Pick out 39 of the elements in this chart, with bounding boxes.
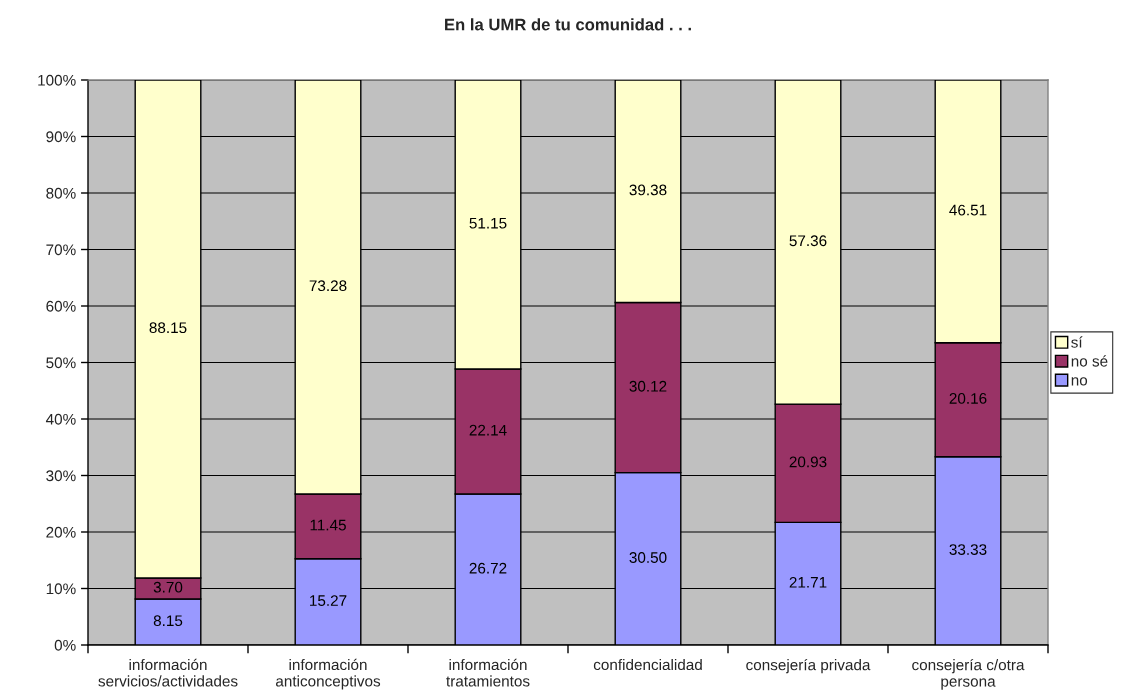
y-tick-label: 20% xyxy=(46,526,76,538)
y-tick-label: 70% xyxy=(46,244,76,256)
data-label: 46.51 xyxy=(949,204,987,216)
y-tick-label: 90% xyxy=(46,131,76,143)
legend-label: no sé xyxy=(1071,355,1108,367)
legend-label: no xyxy=(1071,377,1088,386)
data-label: 26.72 xyxy=(469,562,507,574)
y-tick-label: 40% xyxy=(45,413,76,425)
y-tick-label: 30% xyxy=(46,470,76,482)
data-label: 57.36 xyxy=(789,235,827,247)
x-tick-label: información anticonceptivos xyxy=(276,658,381,690)
y-tick-label: 100% xyxy=(38,74,76,86)
data-label: 30.50 xyxy=(629,552,667,563)
y-tick-label: 10% xyxy=(46,583,76,595)
data-label: 51.15 xyxy=(469,217,507,229)
x-tick-label: consejería c/otra persona xyxy=(912,658,1025,690)
data-label: 15.27 xyxy=(310,595,347,606)
data-label: 22.14 xyxy=(469,424,507,436)
data-label: 3.70 xyxy=(153,581,183,593)
y-tick-label: 50% xyxy=(46,357,76,369)
data-label: 11.45 xyxy=(310,519,346,531)
data-label: 30.12 xyxy=(629,380,667,392)
y-tick-label: 0% xyxy=(54,639,76,651)
data-label: 8.15 xyxy=(153,615,183,627)
data-label: 20.16 xyxy=(949,393,987,404)
data-label: 33.33 xyxy=(949,544,987,555)
data-label: 39.38 xyxy=(629,184,667,196)
data-label: 21.71 xyxy=(789,576,827,588)
x-tick-label: consejería privada xyxy=(746,658,871,674)
chart-title: En la UMR de tu comunidad . . . xyxy=(445,18,691,31)
x-tick-label: información tratamientos xyxy=(446,658,530,687)
legend-label: sí xyxy=(1071,336,1083,348)
data-label: 73.28 xyxy=(309,280,347,292)
data-label: 88.15 xyxy=(149,322,187,334)
y-tick-label: 60% xyxy=(46,300,76,312)
x-tick-label: confidencialidad xyxy=(593,658,702,671)
data-label: 20.93 xyxy=(789,456,827,468)
x-tick-label: información servicios/actividades xyxy=(98,658,238,687)
y-tick-label: 80% xyxy=(46,187,76,199)
